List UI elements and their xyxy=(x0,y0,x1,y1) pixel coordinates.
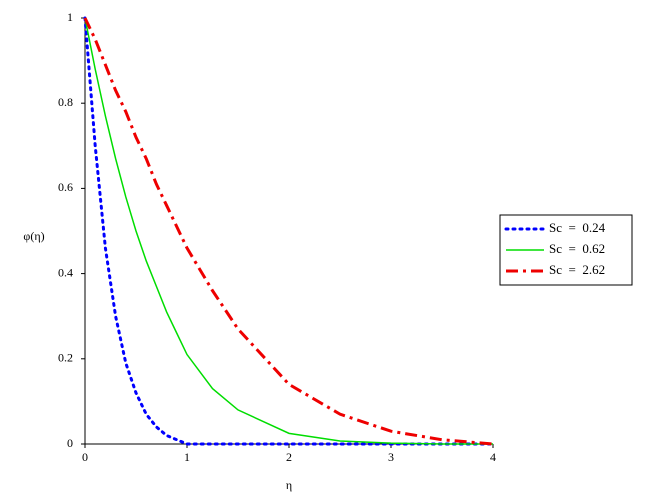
y-tick-label: 0.4 xyxy=(58,265,73,279)
legend-label: Sc = 0.24 xyxy=(549,220,606,235)
x-tick-label: 4 xyxy=(490,450,496,464)
legend-label: Sc = 2.62 xyxy=(549,262,605,277)
y-tick-label: 0.8 xyxy=(58,95,73,109)
y-tick-label: 0.6 xyxy=(58,180,73,194)
legend-label: Sc = 0.62 xyxy=(549,241,605,256)
series-line xyxy=(83,17,494,446)
x-axis-label: η xyxy=(286,478,292,492)
x-tick-label: 2 xyxy=(286,450,292,464)
y-axis-label: φ(η) xyxy=(23,229,44,243)
legend: Sc = 0.24 Sc = 0.62 Sc = 2.62 xyxy=(499,214,633,286)
y-tick-label: 1 xyxy=(67,10,73,24)
series-line xyxy=(83,16,495,446)
y-tick-label: 0.2 xyxy=(58,351,73,365)
x-tick-label: 1 xyxy=(184,450,190,464)
series-line xyxy=(84,17,493,445)
x-tick-label: 0 xyxy=(82,450,88,464)
x-tick-label: 3 xyxy=(388,450,394,464)
y-tick-label: 0 xyxy=(67,436,73,450)
